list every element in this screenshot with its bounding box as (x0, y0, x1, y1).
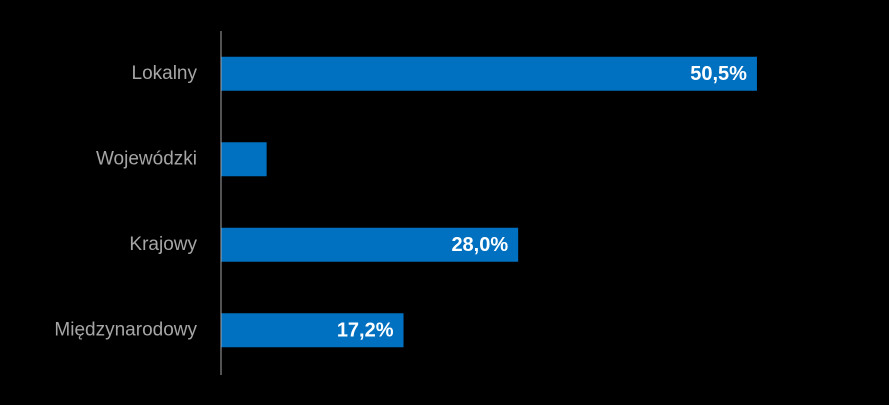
category-label: Wojewódzki (96, 148, 197, 169)
bar (221, 56, 757, 91)
bar (221, 313, 404, 348)
category-label: Międzynarodowy (54, 319, 197, 340)
category-label: Krajowy (129, 234, 197, 255)
value-label: 17,2% (337, 320, 394, 342)
value-label: 50,5% (690, 63, 747, 85)
value-label: 28,0% (451, 234, 508, 256)
bar (221, 142, 267, 177)
category-label: Lokalny (132, 63, 198, 84)
bar (221, 227, 519, 262)
